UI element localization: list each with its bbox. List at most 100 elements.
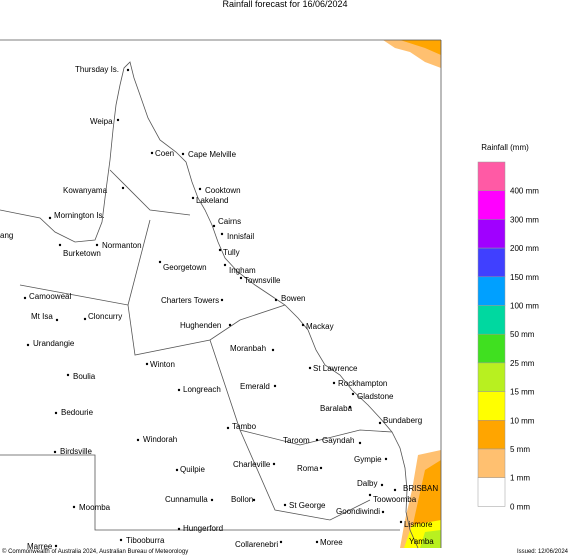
place-dot: [72, 505, 76, 509]
legend-swatch: [477, 190, 506, 220]
legend-label: 100 mm: [510, 302, 539, 311]
place-dot: [301, 323, 305, 327]
place-label: Tully: [223, 248, 240, 257]
legend-swatch: [477, 448, 506, 478]
place-label: Ingham: [229, 266, 256, 275]
place-label: Lismore: [404, 520, 433, 529]
place-dot: [368, 493, 372, 497]
place-label: BRISBAN: [403, 484, 438, 493]
place-dot: [315, 438, 319, 442]
legend-label: 5 mm: [510, 445, 530, 454]
legend-swatch: [477, 276, 506, 306]
place-label: Charters Towers: [161, 296, 219, 305]
place-dot: [119, 538, 123, 542]
legend-label: 1 mm: [510, 474, 530, 483]
place-label: Quilpie: [180, 465, 205, 474]
place-dot: [332, 381, 336, 385]
title: Rainfall forecast for 16/06/2024: [222, 0, 347, 9]
legend-swatch: [477, 247, 506, 278]
place-label: Georgetown: [163, 263, 207, 272]
place-label: Bollon: [231, 495, 253, 504]
place-label: Burketown: [63, 249, 101, 258]
place-dot: [26, 343, 30, 347]
place-dot: [351, 392, 355, 396]
legend-swatch: [477, 362, 506, 392]
place-dot: [358, 441, 362, 445]
place-dot: [218, 248, 222, 252]
copyright: © Commonwealth of Australia 2024, Austra…: [2, 548, 188, 555]
place-label: Cape Melville: [188, 150, 237, 159]
place-label: Hughenden: [180, 321, 221, 330]
place-label: St Lawrence: [313, 364, 358, 373]
place-dot: [315, 540, 319, 544]
place-dot: [191, 196, 195, 200]
place-label: Gladstone: [357, 392, 394, 401]
place-label: Camooweal: [29, 292, 71, 301]
place-dot: [380, 483, 384, 487]
place-label: Dalby: [357, 479, 377, 488]
place-label: Rockhampton: [338, 379, 387, 388]
place-label: Taroom: [283, 436, 310, 445]
place-label: Marree: [27, 542, 53, 551]
place-dot: [212, 224, 216, 228]
place-label: ang: [0, 231, 13, 240]
legend-swatch: [477, 420, 506, 450]
place-label: St George: [289, 501, 326, 510]
place-dot: [239, 276, 243, 280]
legend-swatch: [477, 219, 506, 249]
place-dot: [175, 468, 179, 472]
place-label: Cairns: [218, 217, 241, 226]
place-dot: [393, 488, 397, 492]
place-label: Urandangie: [33, 339, 75, 348]
place-dot: [58, 243, 62, 247]
boundaries: [0, 39, 442, 549]
legend-label: 25 mm: [510, 359, 535, 368]
place-dot: [274, 298, 278, 302]
place-label: Moomba: [79, 503, 111, 512]
place-dot: [378, 421, 382, 425]
legend-swatch: [477, 477, 506, 507]
place-label: Cloncurry: [88, 312, 122, 321]
place-label: Mt Isa: [31, 312, 53, 321]
place-label: Innisfail: [227, 232, 254, 241]
place-dot: [177, 388, 181, 392]
legend-label: 200 mm: [510, 244, 539, 253]
place-dot: [271, 348, 275, 352]
place-label: Cunnamulla: [165, 495, 208, 504]
place-dot: [210, 498, 214, 502]
place-label: Cooktown: [205, 186, 241, 195]
place-label: Charleville: [233, 460, 271, 469]
legend-swatch: [477, 305, 506, 335]
legend-label: 50 mm: [510, 330, 535, 339]
place-label: Toowoomba: [373, 495, 417, 504]
place-label: Goondiwindi: [336, 507, 380, 516]
place-dot: [223, 263, 227, 267]
place-dot: [23, 296, 27, 300]
place-label: Yamba: [409, 537, 434, 546]
legend: Rainfall (mm) 400 mm 300 mm 200 mm 150 mm 10…: [477, 143, 539, 511]
place-dot: [198, 187, 202, 191]
place-dot: [283, 503, 287, 507]
place-label: Baralaba: [320, 404, 353, 413]
place-label: Hungerford: [183, 524, 223, 533]
place-label: Normanton: [102, 241, 142, 250]
place-label: Bundaberg: [383, 416, 422, 425]
place-label: Tambo: [232, 422, 257, 431]
place-label: Boulia: [73, 372, 96, 381]
place-dot: [252, 498, 256, 502]
place-dot: [116, 118, 120, 122]
legend-label: 300 mm: [510, 215, 539, 224]
legend-label: 0 mm: [510, 502, 530, 511]
place-dot: [53, 450, 57, 454]
place-dot: [66, 373, 70, 377]
place-dot: [228, 323, 232, 327]
place-dot: [54, 544, 58, 548]
place-label: Mornington Is.: [54, 211, 105, 220]
legend-label: 150 mm: [510, 273, 539, 282]
place-dot: [150, 151, 154, 155]
place-dot: [95, 243, 99, 247]
place-label: Collarenebri: [235, 540, 278, 549]
place-dot: [220, 298, 224, 302]
place-label: Longreach: [183, 385, 221, 394]
